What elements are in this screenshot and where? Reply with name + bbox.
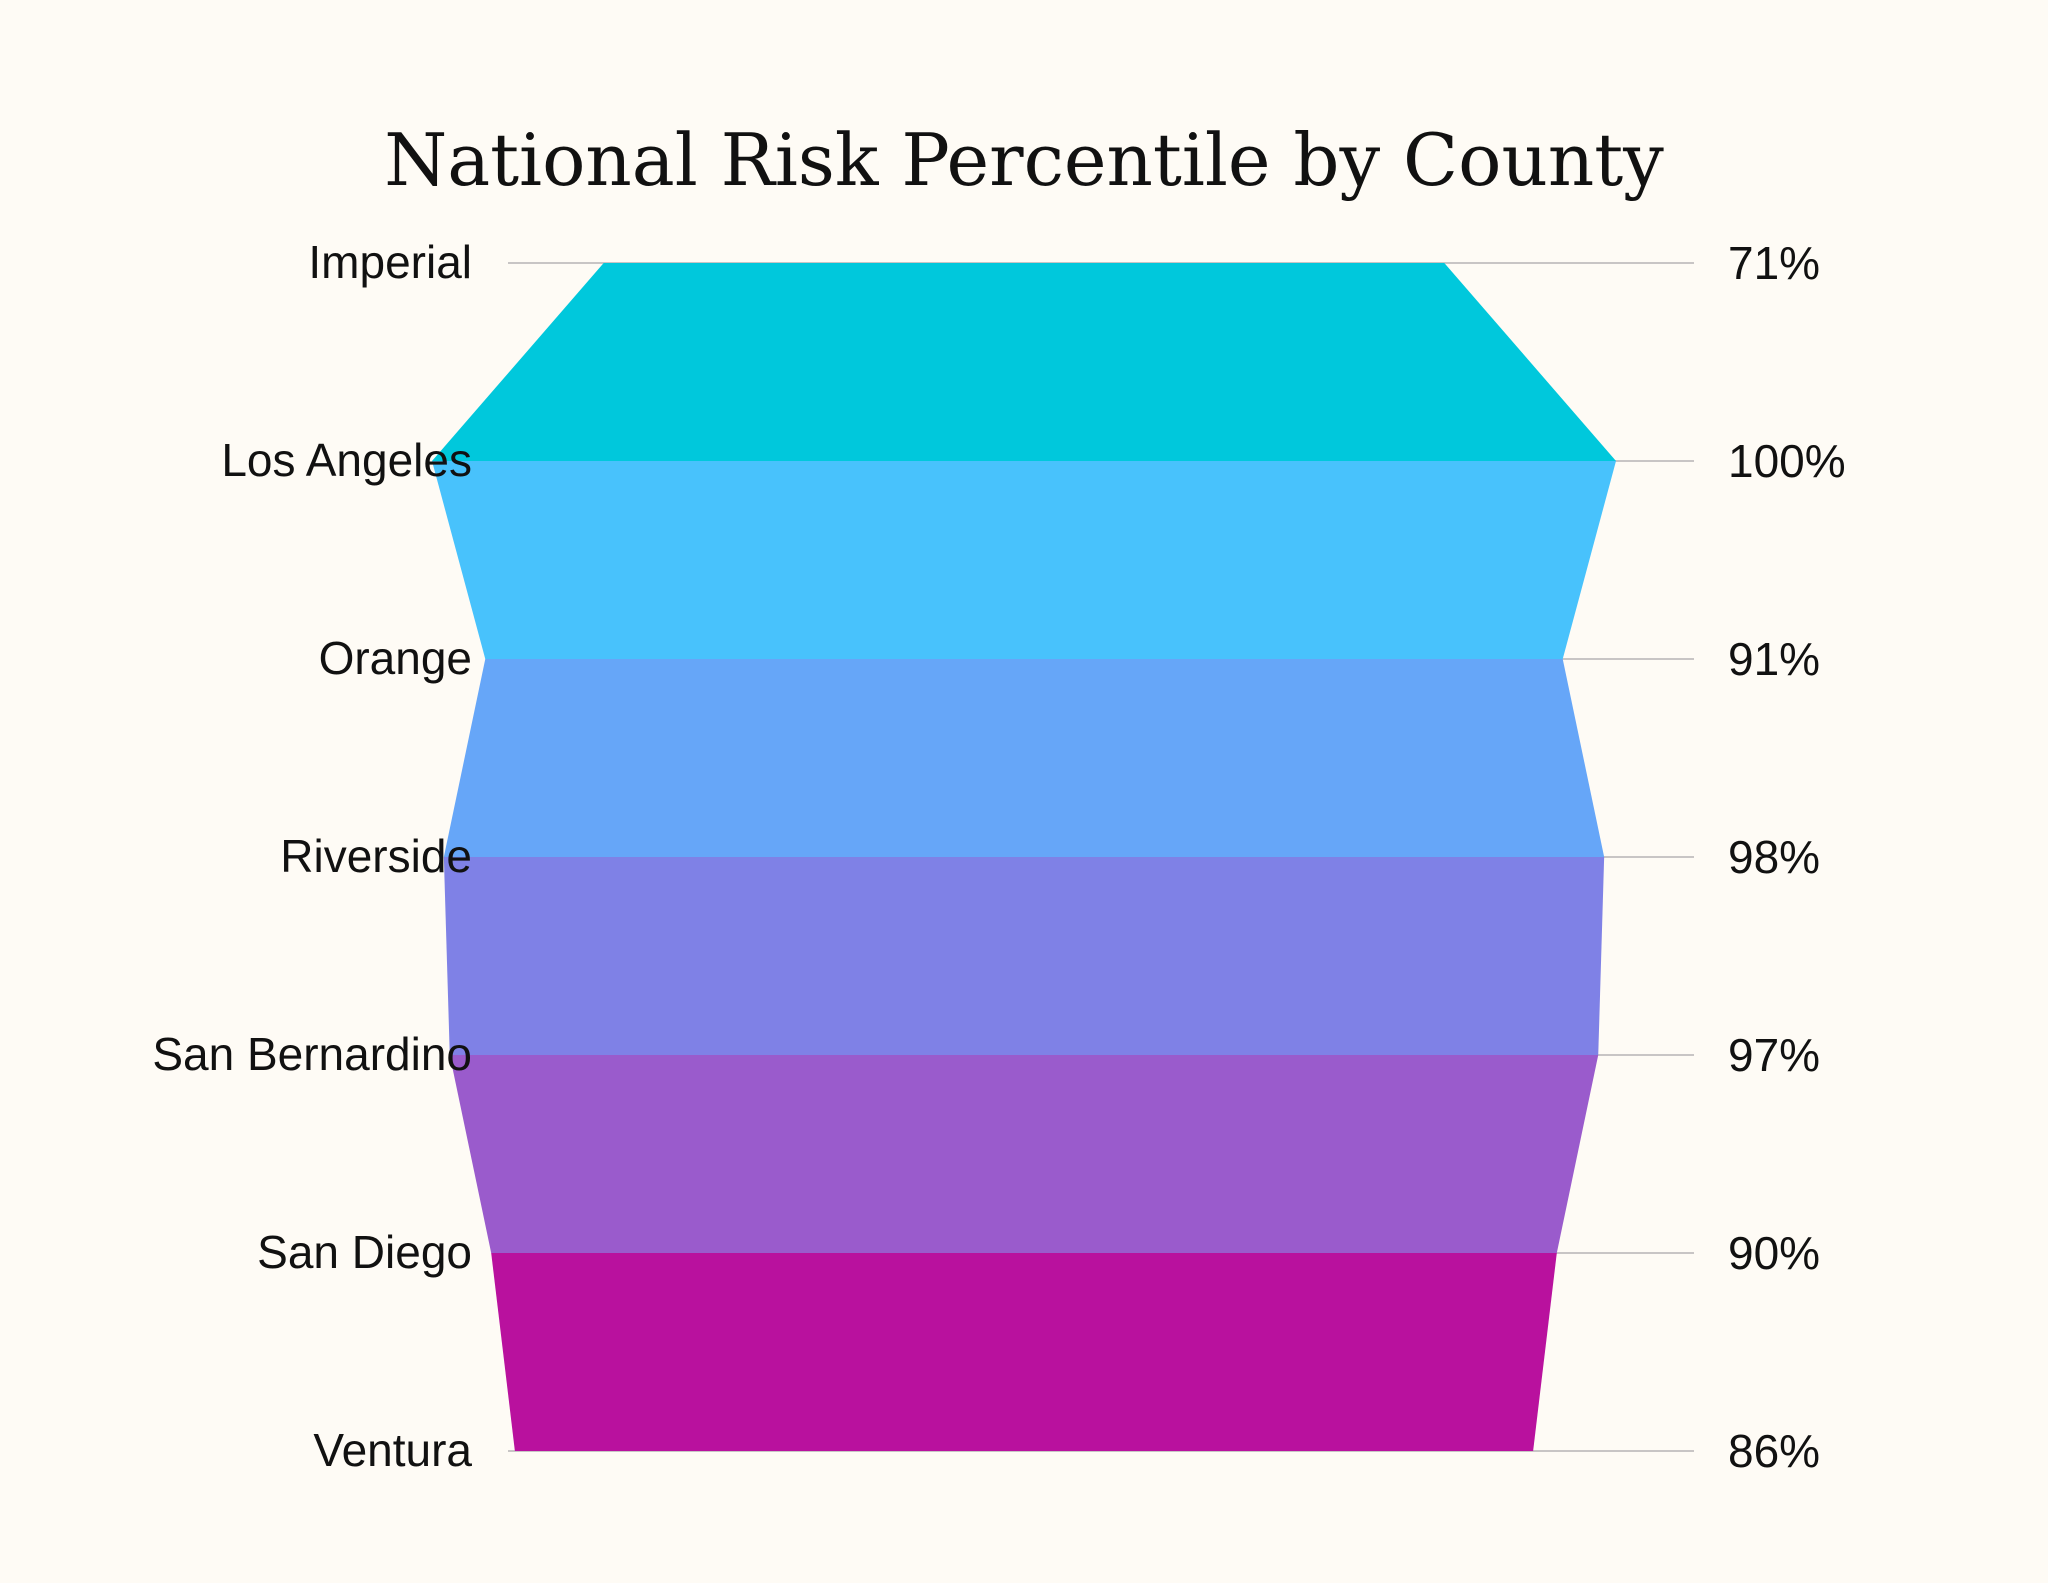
chart-title: National Risk Percentile by County xyxy=(384,118,1664,202)
value-label-riverside: 98% xyxy=(1728,831,1820,883)
funnel-segment-los-angeles-to-orange xyxy=(432,461,1616,659)
category-label-ventura: Ventura xyxy=(313,1424,472,1476)
value-label-orange: 91% xyxy=(1728,633,1820,685)
category-label-los-angeles: Los Angeles xyxy=(221,434,472,486)
funnel-segment-san-diego-to-ventura xyxy=(491,1253,1557,1451)
funnel-segment-san-bernardino-to-san-diego xyxy=(449,1055,1599,1253)
funnel-segment-riverside-to-san-bernardino xyxy=(443,857,1605,1055)
value-label-los-angeles: 100% xyxy=(1728,435,1846,487)
value-labels: 71% 100% 91% 98% 97% 90% 86% xyxy=(1728,237,1846,1477)
category-label-san-bernardino: San Bernardino xyxy=(152,1028,472,1080)
funnel-segment-orange-to-riverside xyxy=(443,659,1605,857)
funnel-segment-imperial-to-los-angeles xyxy=(432,263,1616,461)
category-label-san-diego: San Diego xyxy=(257,1226,472,1278)
value-label-ventura: 86% xyxy=(1728,1425,1820,1477)
value-label-imperial: 71% xyxy=(1728,237,1820,289)
category-labels: Imperial Los Angeles Orange Riverside San Be… xyxy=(152,236,472,1476)
value-label-san-bernardino: 97% xyxy=(1728,1029,1820,1081)
category-label-orange: Orange xyxy=(319,632,472,684)
category-label-riverside: Riverside xyxy=(280,830,472,882)
value-label-san-diego: 90% xyxy=(1728,1227,1820,1279)
funnel-segments xyxy=(432,263,1616,1451)
category-label-imperial: Imperial xyxy=(308,236,472,288)
